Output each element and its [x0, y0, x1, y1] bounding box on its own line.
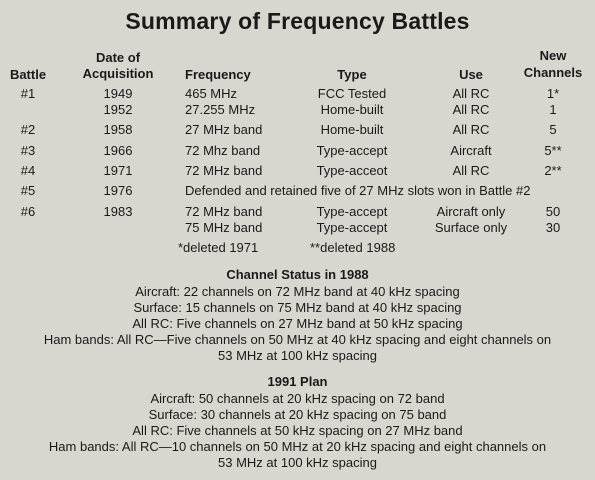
row-date: 1958 — [103, 122, 133, 137]
row-date: 1966 — [103, 143, 133, 158]
channel-status-title: Channel Status in 1988 — [226, 267, 369, 282]
header-date-line2: Acquisition — [82, 66, 154, 81]
row-frequency: 27.255 MHz — [185, 102, 256, 117]
channel-status-line: All RC: Five channels on 27 MHz band at … — [132, 316, 463, 331]
footnote-single: *deleted 1971 — [178, 240, 259, 255]
plan-line: All RC: Five channels at 50 kHz spacing … — [132, 423, 463, 438]
row-date: 1971 — [103, 163, 133, 178]
header-frequency: Frequency — [185, 67, 251, 82]
row-date: 1983 — [103, 204, 133, 219]
row-use: All RC — [452, 122, 490, 137]
row-type: Type-accept — [316, 204, 388, 219]
row-channels: 1 — [549, 102, 557, 117]
row-type: Home-built — [320, 122, 384, 137]
row-use: Surface only — [434, 220, 508, 235]
row-frequency: 72 Mhz band — [185, 143, 261, 158]
row-type: Type-accept — [316, 220, 388, 235]
row-date: 1976 — [103, 183, 133, 198]
row-use: All RC — [452, 163, 490, 178]
footnote-double: **deleted 1988 — [310, 240, 396, 255]
header-new-line2: Channels — [523, 65, 583, 80]
channel-status-line: Aircraft: 22 channels on 72 MHz band at … — [135, 284, 460, 299]
row-battle: #4 — [20, 163, 36, 178]
row-channels: 2** — [544, 163, 562, 178]
header-battle: Battle — [9, 67, 47, 82]
header-use: Use — [459, 67, 483, 82]
plan-title: 1991 Plan — [267, 374, 328, 389]
row-battle: #3 — [20, 143, 36, 158]
header-new-line1: New — [539, 48, 567, 63]
plan-line: Surface: 30 channels at 20 kHz spacing o… — [148, 407, 447, 422]
row-use: Aircraft only — [436, 204, 506, 219]
row-use: Aircraft — [450, 143, 492, 158]
plan-line: Aircraft: 50 channels at 20 kHz spacing … — [150, 391, 445, 406]
row-date: 1952 — [103, 102, 133, 117]
plan-line: Ham bands: All RC—10 channels on 50 MHz … — [48, 439, 547, 454]
row-note: Defended and retained five of 27 MHz slo… — [185, 183, 531, 198]
row-type: Type-accept — [316, 143, 388, 158]
header-type: Type — [337, 67, 367, 82]
page-title: Summary of Frequency Battles — [125, 8, 470, 34]
row-frequency: 465 MHz — [185, 86, 238, 101]
row-frequency: 27 MHz band — [185, 122, 263, 137]
channel-status-line: Ham bands: All RC—Five channels on 50 MH… — [43, 332, 552, 347]
row-battle: #1 — [20, 86, 36, 101]
row-battle: #6 — [20, 204, 36, 219]
row-battle: #2 — [20, 122, 36, 137]
row-frequency: 75 MHz band — [185, 220, 263, 235]
row-date: 1949 — [103, 86, 133, 101]
row-battle: #5 — [20, 183, 36, 198]
row-use: All RC — [452, 86, 490, 101]
row-channels: 1* — [546, 86, 560, 101]
header-date-line1: Date of — [95, 50, 141, 65]
channel-status-line: 53 MHz at 100 kHz spacing — [218, 348, 377, 363]
channel-status-line: Surface: 15 channels on 75 MHz band at 4… — [133, 300, 462, 315]
row-channels: 50 — [545, 204, 561, 219]
row-channels: 30 — [545, 220, 561, 235]
plan-line: 53 MHz at 100 kHz spacing — [218, 455, 377, 470]
row-use: All RC — [452, 102, 490, 117]
row-frequency: 72 MHz band — [185, 163, 263, 178]
row-type: FCC Tested — [317, 86, 387, 101]
row-type: Type-acceot — [316, 163, 388, 178]
row-frequency: 72 MHz band — [185, 204, 263, 219]
row-type: Home-built — [320, 102, 384, 117]
row-channels: 5 — [549, 122, 557, 137]
row-channels: 5** — [544, 143, 562, 158]
